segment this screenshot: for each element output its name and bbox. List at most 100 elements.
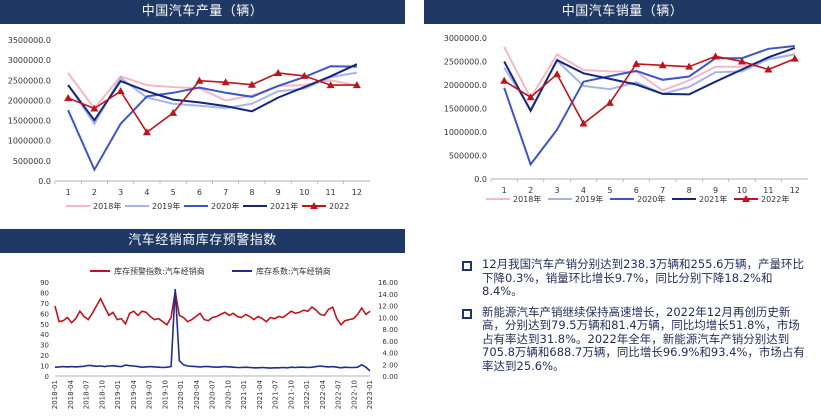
series-line-2022年 <box>503 55 796 125</box>
x-tick-label: 7 <box>223 188 228 197</box>
x-tick-label: 2019-04 <box>130 379 138 409</box>
x-tick-label: 3 <box>554 186 559 195</box>
y-right-tick-label: 12.00 <box>378 303 398 311</box>
y-tick-label: 2000000.0 <box>444 81 487 90</box>
sales-chart-header: 中国汽车销量（辆） <box>424 0 821 24</box>
legend-label: 库存系数:汽车经销商 <box>256 266 331 276</box>
y-right-tick-label: 6.00 <box>382 338 398 346</box>
series-line-2019年 <box>67 71 358 126</box>
y-left-tick-label: 20 <box>40 352 49 360</box>
y-left-tick-label: 0 <box>45 373 49 381</box>
data-point-marker <box>352 81 361 89</box>
production-chart-title: 中国汽车产量（辆） <box>141 4 264 19</box>
x-tick-label: 4 <box>581 186 586 195</box>
y-left-tick-label: 40 <box>40 331 49 339</box>
inventory-dual-axis-chart: 0 10 20 30 40 50 60 70 80 90 0.00 2.00 4.00 6.00 8.00 1… <box>40 266 398 409</box>
y-left-tick-label: 80 <box>40 289 49 297</box>
production-line-chart: 0.0500000.01000000.01500000.02000000.025… <box>8 36 370 211</box>
x-tick-label: 10 <box>299 188 309 197</box>
data-point-marker <box>553 70 562 78</box>
series-line-2022 <box>67 72 357 134</box>
x-tick-label: 4 <box>144 188 149 197</box>
x-tick-label: 2021-07 <box>272 380 280 409</box>
x-tick-label: 2019-01 <box>114 380 122 409</box>
x-tick-label: 11 <box>326 188 336 197</box>
inventory-chart-header: 汽车经销商库存预警指数 <box>0 229 405 253</box>
data-point-marker <box>142 128 151 136</box>
data-point-marker <box>737 57 746 65</box>
y-tick-label: 1500000.0 <box>444 105 487 114</box>
x-tick-label: 2018-10 <box>98 380 106 409</box>
series-line-2020年 <box>67 65 357 172</box>
legend-marker <box>310 202 318 209</box>
y-left-tick-label: 90 <box>40 279 49 287</box>
x-tick-label: 2022-01 <box>303 380 311 409</box>
data-point-marker <box>632 59 641 67</box>
data-point-marker <box>169 108 178 116</box>
y-right-tick-label: 4.00 <box>382 350 398 358</box>
x-tick-label: 2018-07 <box>83 380 91 409</box>
legend-label: 2022 <box>329 202 349 211</box>
series-line-2021年 <box>67 63 358 122</box>
data-point-marker <box>221 78 230 86</box>
inventory-chart-title: 汽车经销商库存预警指数 <box>128 233 277 248</box>
y-right-tick-label: 2.00 <box>382 361 398 369</box>
y-tick-label: 3000000.0 <box>8 56 51 65</box>
x-tick-label: 8 <box>687 186 692 195</box>
x-tick-label: 2019-07 <box>146 380 154 409</box>
data-point-marker <box>326 81 335 89</box>
legend-label: 2018年 <box>513 194 541 204</box>
y-left-tick-label: 10 <box>40 363 49 371</box>
x-tick-label: 10 <box>737 186 747 195</box>
x-tick-label: 2018-04 <box>67 379 75 409</box>
data-point-marker <box>274 69 283 77</box>
data-point-marker <box>605 98 614 106</box>
y-left-tick-label: 60 <box>40 310 49 318</box>
x-tick-label: 2021-01 <box>240 380 248 409</box>
legend-label: 2020年 <box>637 194 665 204</box>
x-tick-label: 2020-04 <box>193 379 201 409</box>
series-line-2020年 <box>503 45 795 167</box>
x-tick-label: 3 <box>118 188 123 197</box>
data-point-marker <box>526 93 535 101</box>
data-point-marker <box>685 62 694 70</box>
x-tick-label: 2021-10 <box>287 380 295 409</box>
x-tick-label: 2021-04 <box>256 379 264 409</box>
x-tick-label: 2018-01 <box>51 380 59 409</box>
data-point-marker <box>764 65 773 73</box>
bullet-square-icon <box>462 308 472 319</box>
x-tick-label: 11 <box>763 186 773 195</box>
y-tick-label: 0.0 <box>474 175 487 184</box>
bullet-square-icon <box>462 261 472 271</box>
legend-label: 2019年 <box>152 201 180 211</box>
y-tick-label: 1000000.0 <box>8 137 51 146</box>
x-tick-label: 2020-10 <box>224 380 232 409</box>
y-tick-label: 2000000.0 <box>8 96 51 105</box>
data-point-marker <box>300 71 309 79</box>
y-left-tick-label: 70 <box>40 300 49 308</box>
y-tick-label: 0.0 <box>38 177 51 186</box>
legend-label: 2019年 <box>575 194 603 204</box>
x-tick-label: 1 <box>502 186 507 195</box>
x-tick-label: 2023-01 <box>366 380 374 409</box>
y-right-tick-label: 8.00 <box>382 326 398 334</box>
y-right-tick-label: 14.00 <box>378 291 398 299</box>
data-point-marker <box>195 76 204 84</box>
x-tick-label: 6 <box>634 186 639 195</box>
data-point-marker <box>247 80 256 88</box>
data-point-marker <box>500 76 509 84</box>
y-tick-label: 2500000.0 <box>8 76 51 85</box>
y-tick-label: 2500000.0 <box>444 58 487 67</box>
y-left-tick-label: 30 <box>40 342 49 350</box>
legend-marker <box>742 195 750 202</box>
data-point-marker <box>64 94 73 102</box>
legend-label: 库存预警指数:汽车经销商 <box>114 266 205 276</box>
x-tick-label: 2 <box>528 186 533 195</box>
y-tick-label: 1000000.0 <box>444 128 487 137</box>
bullet-item: 新能源汽车产销继续保持高速增长，2022年12月再创历史新高，分别达到79.5万… <box>460 305 810 374</box>
data-point-marker <box>790 54 799 62</box>
x-tick-label: 2020-01 <box>177 380 185 409</box>
legend-label: 2020年 <box>211 201 239 211</box>
y-tick-label: 1500000.0 <box>8 117 51 126</box>
x-tick-label: 2020-07 <box>209 380 217 409</box>
